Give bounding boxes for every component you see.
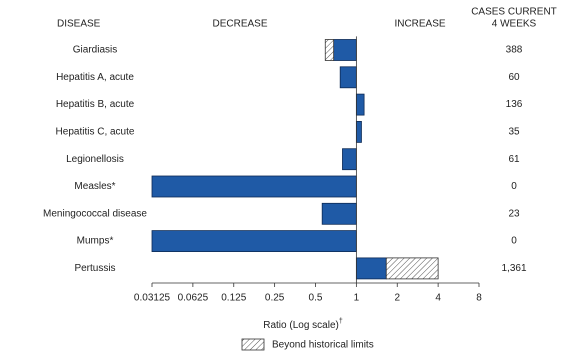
bar (355, 257, 387, 280)
header-disease: DISEASE (57, 19, 101, 30)
category-label: Pertussis (74, 263, 115, 274)
x-axis-label-text: Ratio (Log scale) (263, 320, 339, 331)
bar-beyond-limits (385, 257, 439, 280)
category-label: Mumps* (77, 236, 114, 247)
x-tick-label: 0.125 (221, 293, 246, 304)
x-tick-label: 0.25 (265, 293, 285, 304)
category-label: Measles* (74, 181, 115, 192)
category-label: Legionellosis (66, 154, 124, 165)
category-label: Hepatitis B, acute (56, 99, 135, 110)
bar (151, 230, 357, 253)
legend-swatch (241, 338, 265, 351)
x-tick-label: 0.5 (309, 293, 323, 304)
footnote-mark: † (339, 318, 343, 325)
x-axis-label: Ratio (Log scale)† (263, 318, 343, 331)
legend-label: Beyond historical limits (272, 340, 374, 351)
bar-beyond-limits (324, 39, 335, 61)
header-increase: INCREASE (394, 19, 445, 30)
header-decrease: DECREASE (212, 19, 267, 30)
x-tick-label: 0.03125 (134, 293, 171, 304)
x-tick-label: 8 (476, 293, 482, 304)
category-label: Hepatitis C, acute (56, 127, 135, 138)
cases-value: 35 (508, 127, 520, 138)
x-tick-label: 0.0625 (178, 293, 209, 304)
category-label: Hepatitis A, acute (56, 72, 134, 83)
cases-value: 60 (508, 72, 520, 83)
cases-value: 0 (511, 181, 517, 192)
header-cases: 4 WEEKS (492, 19, 537, 30)
cases-value: 1,361 (501, 263, 526, 274)
bar (333, 39, 357, 61)
cases-value: 388 (506, 45, 523, 56)
cases-value: 61 (508, 154, 520, 165)
category-label: Meningococcal disease (43, 208, 147, 219)
cases-value: 0 (511, 236, 517, 247)
bar (151, 175, 357, 198)
bar (339, 66, 357, 89)
x-tick-label: 4 (435, 293, 441, 304)
cases-value: 23 (508, 208, 520, 219)
x-tick-label: 2 (394, 293, 400, 304)
bar (342, 148, 357, 171)
bar (355, 93, 365, 116)
bar (355, 121, 362, 143)
bar (321, 202, 357, 225)
header-cases: CASES CURRENT (471, 7, 557, 18)
cases-value: 136 (506, 99, 523, 110)
category-label: Giardiasis (73, 45, 117, 56)
x-tick-label: 1 (354, 293, 360, 304)
